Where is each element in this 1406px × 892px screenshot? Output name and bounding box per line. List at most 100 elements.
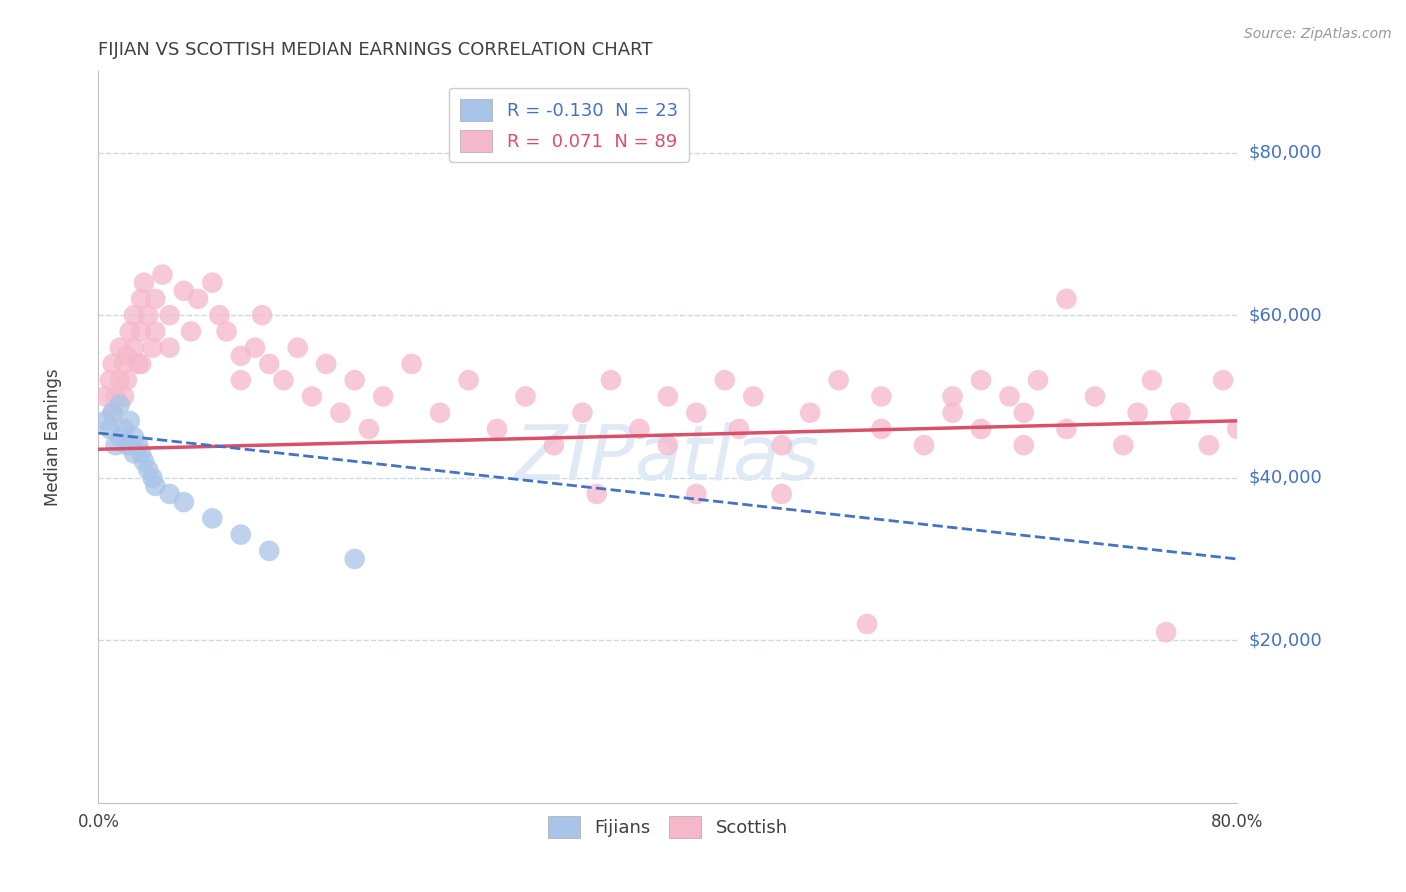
Point xyxy=(145,292,167,306)
Point xyxy=(136,462,159,476)
Text: $80,000: $80,000 xyxy=(1249,144,1322,161)
Point xyxy=(101,406,124,420)
Point xyxy=(141,471,163,485)
Point xyxy=(728,422,751,436)
Point xyxy=(187,292,209,306)
Text: Median Earnings: Median Earnings xyxy=(44,368,62,506)
Point xyxy=(208,308,231,322)
Point xyxy=(357,422,380,436)
Point xyxy=(685,487,707,501)
Point xyxy=(201,276,224,290)
Point xyxy=(201,511,224,525)
Text: FIJIAN VS SCOTTISH MEDIAN EARNINGS CORRELATION CHART: FIJIAN VS SCOTTISH MEDIAN EARNINGS CORRE… xyxy=(98,41,652,59)
Point xyxy=(129,325,152,339)
Point xyxy=(159,308,181,322)
Point xyxy=(132,454,155,468)
Point xyxy=(98,422,121,436)
Point xyxy=(129,292,152,306)
Point xyxy=(1140,373,1163,387)
Point xyxy=(101,406,124,420)
Point xyxy=(115,373,138,387)
Point xyxy=(250,308,273,322)
Point xyxy=(329,406,352,420)
Point xyxy=(828,373,851,387)
Point xyxy=(122,308,145,322)
Point xyxy=(515,389,537,403)
Point xyxy=(159,341,181,355)
Point xyxy=(287,341,309,355)
Point xyxy=(585,487,607,501)
Point xyxy=(229,373,252,387)
Point xyxy=(136,308,159,322)
Point xyxy=(856,617,879,632)
Point xyxy=(129,446,152,460)
Point xyxy=(1170,406,1192,420)
Point xyxy=(115,349,138,363)
Text: ZIPatlas: ZIPatlas xyxy=(515,422,821,496)
Point xyxy=(942,389,965,403)
Point xyxy=(108,398,131,412)
Point xyxy=(108,430,131,444)
Point xyxy=(1084,389,1107,403)
Point xyxy=(122,430,145,444)
Point xyxy=(259,544,281,558)
Point xyxy=(118,325,141,339)
Point xyxy=(770,487,793,501)
Point xyxy=(1226,422,1249,436)
Point xyxy=(118,414,141,428)
Text: $20,000: $20,000 xyxy=(1249,632,1322,649)
Point xyxy=(657,389,679,403)
Point xyxy=(543,438,565,452)
Point xyxy=(1198,438,1220,452)
Point xyxy=(129,357,152,371)
Point xyxy=(301,389,323,403)
Point xyxy=(122,341,145,355)
Point xyxy=(1112,438,1135,452)
Point xyxy=(315,357,337,371)
Point xyxy=(112,389,135,403)
Point xyxy=(180,325,202,339)
Legend: Fijians, Scottish: Fijians, Scottish xyxy=(540,808,796,845)
Point xyxy=(1026,373,1049,387)
Point xyxy=(104,389,127,403)
Point xyxy=(343,373,366,387)
Point xyxy=(259,357,281,371)
Point xyxy=(1012,406,1035,420)
Point xyxy=(152,268,174,282)
Text: Source: ZipAtlas.com: Source: ZipAtlas.com xyxy=(1244,27,1392,41)
Point xyxy=(770,438,793,452)
Text: $40,000: $40,000 xyxy=(1249,468,1322,487)
Point xyxy=(108,373,131,387)
Point xyxy=(215,325,238,339)
Point xyxy=(1056,422,1078,436)
Point xyxy=(1126,406,1149,420)
Point xyxy=(94,414,117,428)
Point xyxy=(127,357,149,371)
Point xyxy=(343,552,366,566)
Point xyxy=(94,389,117,403)
Point xyxy=(912,438,935,452)
Point xyxy=(799,406,821,420)
Point xyxy=(571,406,593,420)
Point xyxy=(229,349,252,363)
Point xyxy=(229,527,252,541)
Point xyxy=(243,341,266,355)
Point xyxy=(127,438,149,452)
Point xyxy=(132,276,155,290)
Point xyxy=(1154,625,1177,640)
Point xyxy=(112,357,135,371)
Point xyxy=(145,479,167,493)
Point xyxy=(457,373,479,387)
Point xyxy=(98,373,121,387)
Point xyxy=(173,284,195,298)
Point xyxy=(742,389,765,403)
Point xyxy=(145,325,167,339)
Point xyxy=(942,406,965,420)
Point xyxy=(486,422,509,436)
Point xyxy=(104,438,127,452)
Point xyxy=(173,495,195,509)
Point xyxy=(373,389,395,403)
Point xyxy=(870,422,893,436)
Point xyxy=(401,357,423,371)
Point xyxy=(159,487,181,501)
